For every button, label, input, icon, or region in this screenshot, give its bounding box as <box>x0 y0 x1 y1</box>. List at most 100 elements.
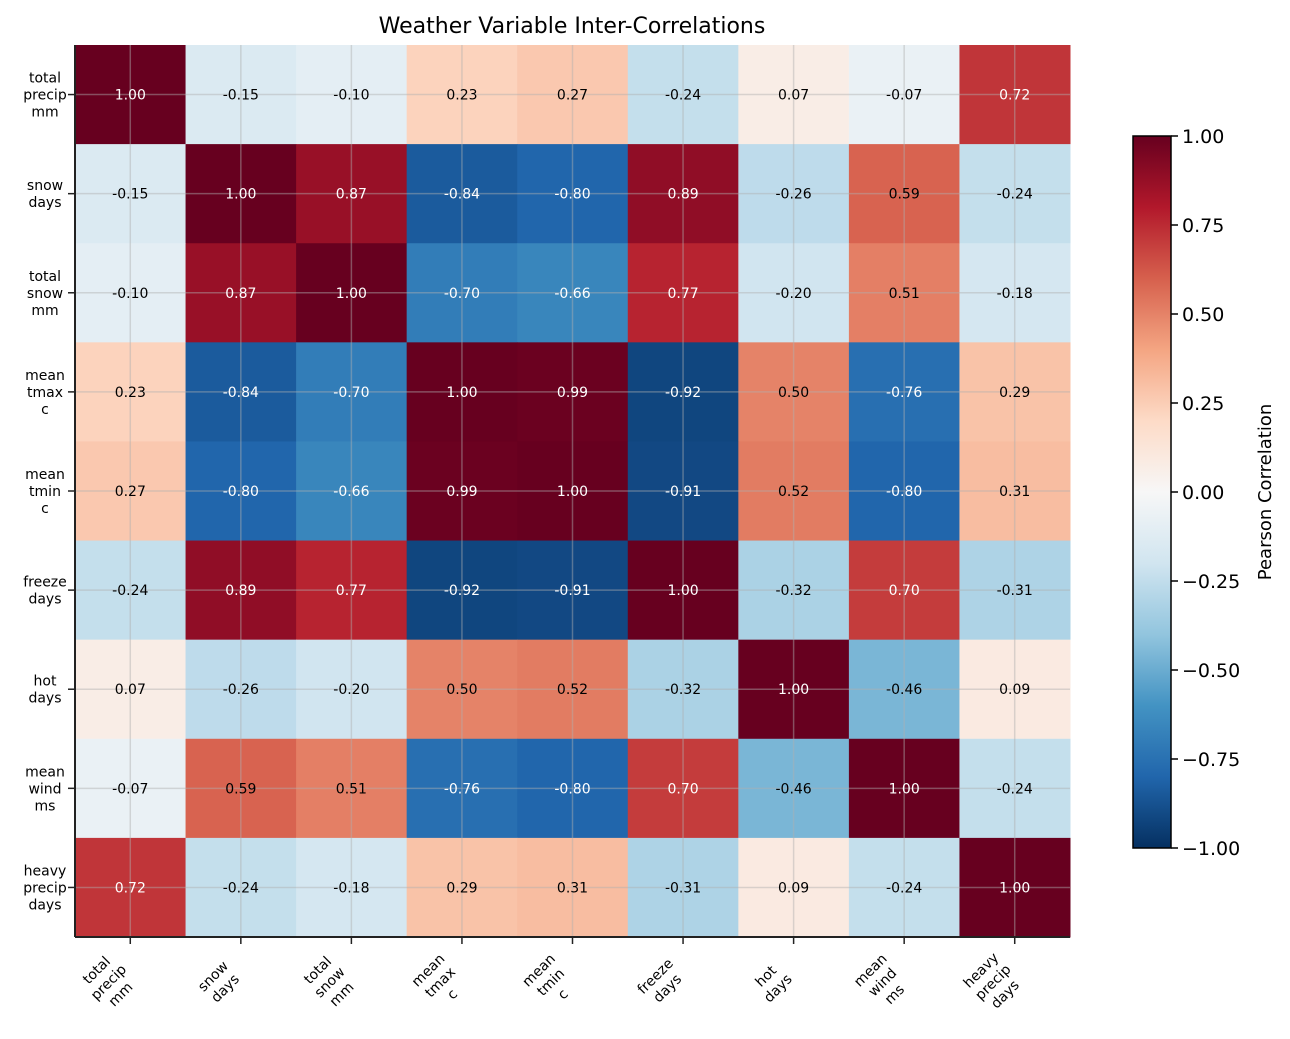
heatmap-cell <box>75 144 187 244</box>
x-tick-label: meantmaxc <box>409 951 472 1014</box>
heatmap-cell <box>848 540 960 641</box>
heatmap-cell <box>848 738 960 839</box>
y-tick-label: mean tmin c <box>25 467 65 517</box>
heatmap-cell <box>75 540 187 641</box>
cell-value-label: 0.31 <box>999 484 1030 500</box>
colorbar-tick-label: 0.75 <box>1182 215 1224 237</box>
heatmap-cell <box>959 342 1071 442</box>
heatmap-cell <box>296 441 408 542</box>
cell-value-label: -0.80 <box>554 187 590 203</box>
cell-value-label: 0.31 <box>557 880 588 896</box>
cell-value-label: 1.00 <box>115 88 146 104</box>
heatmap-cell <box>296 243 408 343</box>
heatmap-cell <box>185 441 297 542</box>
heatmap-cell <box>406 639 518 740</box>
cell-value-label: -0.24 <box>223 880 259 896</box>
cell-value-label: 0.27 <box>115 484 146 500</box>
cell-value-label: -0.07 <box>112 781 148 797</box>
heatmap-cell <box>627 540 739 641</box>
cell-value-label: 0.72 <box>115 880 146 896</box>
heatmap-cell <box>627 243 739 343</box>
x-tick-label: heavyprecipdays <box>960 950 1026 1016</box>
cell-value-label: 0.52 <box>778 484 809 500</box>
heatmap-cell <box>959 243 1071 343</box>
grid-lines <box>75 45 1070 937</box>
colorbar: 1.00 0.75 0.50 0.25 0.00 −0.25 −0.50 −0.75 −1.00 <box>1132 126 1240 860</box>
heatmap-cell <box>406 243 518 343</box>
cell-value-label: 0.59 <box>889 187 920 203</box>
heatmap-cell <box>75 837 187 938</box>
cell-value-labels: 1.00 -0.15 -0.10 0.23 0.27 -0.24 0.07 -0.07 0.72… <box>112 88 1033 897</box>
cell-value-label: -0.91 <box>554 583 590 599</box>
heatmap-cell <box>959 45 1071 145</box>
x-tick-label: freezedays <box>635 956 689 1010</box>
cell-value-label: -0.76 <box>886 385 922 401</box>
heatmap-cell <box>627 144 739 244</box>
heatmap-cell <box>738 441 850 542</box>
cell-value-label: 0.89 <box>667 187 698 203</box>
cell-value-label: -0.18 <box>333 880 369 896</box>
cell-value-label: -0.20 <box>775 286 811 302</box>
y-tick-label: freeze days <box>23 575 67 608</box>
colorbar-tick-label: 0.25 <box>1182 393 1224 415</box>
heatmap-cell <box>406 540 518 641</box>
heatmap-cell <box>959 837 1071 938</box>
cell-value-label: -0.10 <box>112 286 148 302</box>
y-tick-label: mean wind ms <box>25 764 65 814</box>
cell-value-label: 0.27 <box>557 88 588 104</box>
cell-value-label: 0.29 <box>999 385 1030 401</box>
cell-value-label: -0.70 <box>333 385 369 401</box>
y-tick-label: hot days <box>28 674 61 707</box>
colorbar-tick-label: −0.75 <box>1182 749 1240 771</box>
cell-value-label: 0.07 <box>778 88 809 104</box>
heatmap-cell <box>185 243 297 343</box>
heatmap-cell <box>517 342 629 442</box>
colorbar-tick-label: 1.00 <box>1182 126 1224 148</box>
x-tick-label: totalsnowmm <box>300 952 361 1013</box>
colorbar-label: Pearson Correlation <box>1255 404 1276 581</box>
cell-value-label: -0.26 <box>775 187 811 203</box>
cell-value-label: 0.99 <box>446 484 477 500</box>
y-tick-label: total precip mm <box>23 71 67 121</box>
heatmap-cell <box>738 837 850 938</box>
heatmap-cell <box>959 639 1071 740</box>
heatmap-cell <box>75 342 187 442</box>
cell-value-label: -0.92 <box>665 385 701 401</box>
heatmap-cell <box>296 738 408 839</box>
cell-value-label: -0.20 <box>333 682 369 698</box>
cell-value-label: -0.15 <box>112 187 148 203</box>
heatmap-cell <box>517 738 629 839</box>
heatmap-cell <box>296 639 408 740</box>
heatmap-cell <box>517 540 629 641</box>
heatmap-cell <box>627 45 739 145</box>
cell-value-label: 0.50 <box>778 385 809 401</box>
heatmap-cell <box>738 243 850 343</box>
cell-value-label: -0.24 <box>112 583 148 599</box>
colorbar-tick-label: 0.00 <box>1182 482 1224 504</box>
cell-value-label: -0.66 <box>333 484 369 500</box>
heatmap-cell <box>296 837 408 938</box>
cell-value-label: -0.76 <box>444 781 480 797</box>
colorbar-gradient <box>1132 135 1172 849</box>
heatmap-cell <box>848 342 960 442</box>
heatmap-cell <box>627 342 739 442</box>
heatmap-cell <box>75 243 187 343</box>
cell-value-label: 1.00 <box>889 781 920 797</box>
cell-value-label: -0.46 <box>775 781 811 797</box>
heatmap-cell <box>738 45 850 145</box>
heatmap-cells <box>75 45 1071 938</box>
heatmap-cell <box>627 837 739 938</box>
y-tick-label: total snow mm <box>27 269 63 319</box>
heatmap-cell <box>75 639 187 740</box>
heatmap-cell <box>406 837 518 938</box>
cell-value-label: -0.24 <box>997 781 1033 797</box>
heatmap-cell <box>517 45 629 145</box>
heatmap-cell <box>848 441 960 542</box>
heatmap-cell <box>75 45 187 145</box>
cell-value-label: -0.07 <box>886 88 922 104</box>
cell-value-label: 0.77 <box>667 286 698 302</box>
cell-value-label: 0.59 <box>225 781 256 797</box>
cell-value-label: 0.23 <box>446 88 477 104</box>
cell-value-label: 0.07 <box>115 682 146 698</box>
y-tick-label: heavy precip days <box>23 863 67 913</box>
